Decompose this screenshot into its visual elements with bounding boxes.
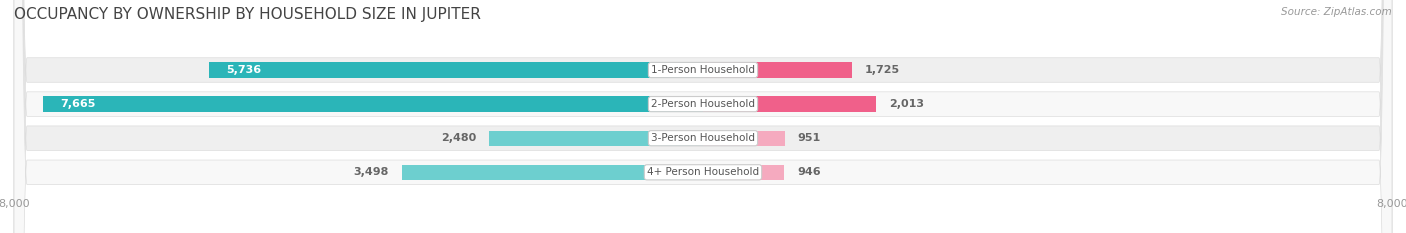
Bar [44, 96, 703, 112]
Text: OCCUPANCY BY OWNERSHIP BY HOUSEHOLD SIZE IN JUPITER: OCCUPANCY BY OWNERSHIP BY HOUSEHOLD SIZE… [14, 7, 481, 22]
Bar [703, 165, 785, 180]
Text: 2,480: 2,480 [441, 133, 477, 143]
Bar [703, 62, 852, 78]
Text: 1,725: 1,725 [865, 65, 900, 75]
Text: 1-Person Household: 1-Person Household [651, 65, 755, 75]
Text: 2-Person Household: 2-Person Household [651, 99, 755, 109]
FancyBboxPatch shape [14, 0, 1392, 233]
Text: 2,013: 2,013 [889, 99, 924, 109]
Bar [489, 130, 703, 146]
Bar [209, 62, 703, 78]
Text: 3,498: 3,498 [353, 167, 389, 177]
Text: 951: 951 [797, 133, 821, 143]
Text: 5,736: 5,736 [226, 65, 262, 75]
Text: 4+ Person Household: 4+ Person Household [647, 167, 759, 177]
Bar [703, 130, 785, 146]
FancyBboxPatch shape [14, 0, 1392, 233]
Text: Source: ZipAtlas.com: Source: ZipAtlas.com [1281, 7, 1392, 17]
FancyBboxPatch shape [14, 0, 1392, 233]
Text: 3-Person Household: 3-Person Household [651, 133, 755, 143]
FancyBboxPatch shape [14, 0, 1392, 233]
Text: 946: 946 [797, 167, 821, 177]
Bar [402, 165, 703, 180]
Bar [703, 96, 876, 112]
Text: 7,665: 7,665 [60, 99, 96, 109]
